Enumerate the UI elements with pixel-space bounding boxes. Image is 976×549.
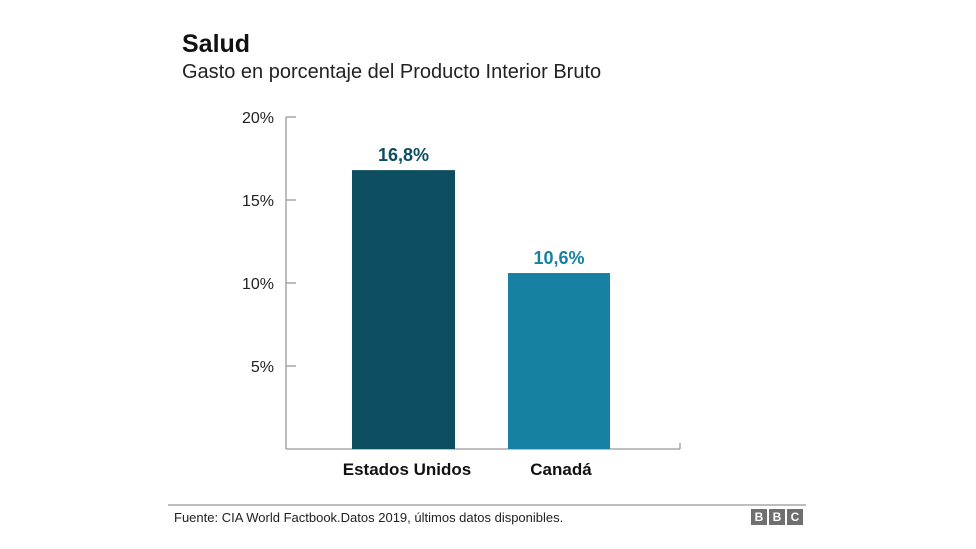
chart-subtitle: Gasto en porcentaje del Producto Interio…	[182, 61, 602, 83]
x-tick-label: Canadá	[530, 460, 592, 479]
source-note: Fuente: CIA World Factbook.Datos 2019, ú…	[174, 510, 564, 525]
bbc-logo-letter: B	[769, 509, 785, 525]
y-tick-label: 20%	[242, 110, 274, 127]
bbc-logo-letter: C	[787, 509, 803, 525]
data-label: 10,6%	[533, 248, 584, 268]
bar-canada	[508, 273, 610, 449]
bar-estados-unidos	[352, 170, 455, 449]
y-tick-label: 5%	[251, 359, 274, 376]
data-label: 16,8%	[378, 145, 429, 165]
x-tick-label: Estados Unidos	[343, 460, 471, 479]
footer-divider	[168, 504, 806, 506]
chart-title: Salud	[182, 30, 251, 58]
bbc-logo: B B C	[751, 509, 803, 525]
y-tick-label: 10%	[242, 276, 274, 293]
bbc-logo-letter: B	[751, 509, 767, 525]
y-tick-label: 15%	[242, 193, 274, 210]
